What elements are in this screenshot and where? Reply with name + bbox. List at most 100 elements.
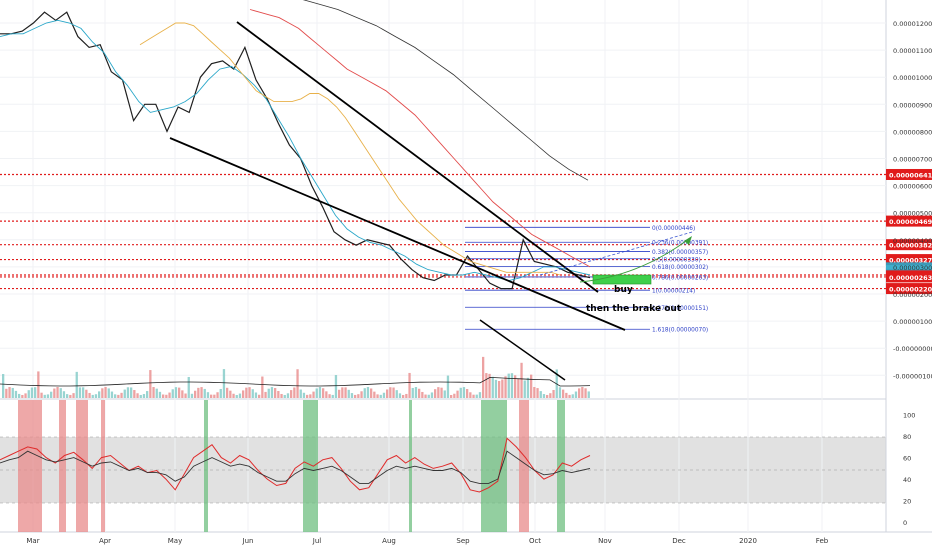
- volume-bar: [258, 394, 261, 398]
- volume-bar: [414, 387, 418, 398]
- volume-bar: [107, 388, 110, 398]
- volume-bar: [491, 376, 494, 398]
- volume-bar: [178, 387, 181, 398]
- volume-bar: [552, 389, 555, 398]
- volume-bar: [2, 374, 5, 398]
- horizontal-levels: 0.00000641 0.00000469 0.00000382 0.00000327…: [0, 168, 932, 295]
- volume-bar: [306, 394, 309, 398]
- volume-bar: [5, 388, 8, 398]
- volume-bar: [338, 389, 341, 398]
- volume-bar: [43, 394, 46, 398]
- volume-bar: [94, 394, 98, 398]
- volume-bar: [459, 387, 462, 398]
- volume-bar: [299, 389, 302, 398]
- volume-bar: [98, 391, 101, 398]
- volume-bar: [568, 394, 571, 398]
- volume-bar: [14, 390, 18, 398]
- target-arrow-curve: [579, 237, 691, 283]
- volume-bar: [389, 387, 392, 398]
- buy-annotation: buy: [614, 285, 633, 295]
- volume-bar: [334, 375, 338, 398]
- volume-bar: [46, 394, 50, 398]
- volume-bar: [402, 394, 405, 398]
- volume-bar: [386, 389, 389, 398]
- volume-bar: [280, 393, 283, 398]
- volume-bar: [453, 393, 456, 398]
- time-tick-label: Jul: [312, 537, 322, 545]
- volume-bar: [584, 388, 587, 398]
- volume-bar: [526, 377, 530, 398]
- fibonacci-retracement: 0(0.00000446) 0.236(0.00000391) 0.382(0.00…: [465, 226, 708, 334]
- volume-bar: [408, 372, 411, 398]
- level-label-box: [886, 215, 932, 227]
- volume-bar: [325, 391, 328, 398]
- series-line: [302, 0, 589, 181]
- fib-level-label: 0(0.00000446): [652, 226, 695, 232]
- lower-trendline: [169, 137, 626, 331]
- volume-bar: [286, 393, 290, 398]
- time-tick-label: Sep: [456, 537, 470, 545]
- volume-bar: [427, 394, 430, 398]
- volume-bar: [494, 379, 498, 398]
- volume-bar: [50, 391, 53, 398]
- volume-bar: [267, 388, 270, 398]
- volume-bar: [587, 391, 590, 398]
- price-tick-label: 0.00000600: [893, 183, 932, 191]
- level-label-box: [886, 283, 932, 295]
- volume-bar: [216, 392, 219, 398]
- volume-trendline: [479, 319, 566, 381]
- volume-bar: [194, 390, 197, 398]
- volume-bar: [229, 390, 232, 398]
- volume-bar: [59, 388, 62, 398]
- volume-bar: [322, 388, 325, 398]
- price-tick-label: -0.00000100: [893, 372, 932, 380]
- time-axis: Mar Apr May Jun Jul Aug Sep Oct Nov Dec 2020 Feb: [26, 537, 828, 545]
- volume-bar: [222, 369, 226, 398]
- volume-bar: [158, 391, 162, 398]
- red-highlight-bar: [519, 400, 529, 532]
- upper-trendline: [236, 21, 599, 293]
- volume-bar: [120, 392, 123, 398]
- volume-bar: [136, 393, 139, 398]
- volume-bar: [411, 387, 414, 398]
- volume-bar: [162, 394, 165, 398]
- price-tick-label: 0.00000300: [893, 264, 932, 272]
- volume-bar: [27, 390, 30, 398]
- volume-bar: [197, 387, 200, 398]
- volume-bar: [78, 387, 82, 398]
- volume-bar: [478, 392, 482, 398]
- price-pane[interactable]: [0, 0, 886, 398]
- oscillator-highlight-bars: [18, 400, 565, 532]
- oscillator-line: [0, 437, 591, 493]
- fib-level-label: 1.272(0.00000151): [652, 306, 708, 312]
- volume-bar: [139, 394, 142, 398]
- oscillator-tick-label: 0: [903, 519, 907, 527]
- volume-bar: [213, 394, 216, 398]
- volume-bar: [152, 387, 155, 398]
- volume-bar: [514, 375, 517, 398]
- volume-bar: [373, 391, 376, 398]
- volume-bar: [75, 371, 78, 398]
- volume-bar: [53, 388, 56, 398]
- volume-bar: [376, 394, 379, 398]
- series-line: [249, 9, 591, 268]
- volume-bar: [520, 362, 523, 398]
- volume-bar: [517, 378, 520, 398]
- volume-bar: [8, 387, 11, 398]
- grid-lines: [0, 0, 886, 532]
- price-tick-label: 0.00001200: [893, 20, 932, 28]
- level-label-box: [886, 239, 932, 251]
- volume-bar: [437, 387, 440, 398]
- volume-bar: [523, 380, 526, 398]
- oscillator-axis: 100 80 60 40 20 0: [903, 412, 915, 527]
- volume-bar: [88, 392, 91, 398]
- oscillator-tick-label: 80: [903, 433, 911, 441]
- volume-bar: [248, 387, 251, 398]
- volume-bar: [117, 394, 120, 398]
- volume-bar: [331, 394, 334, 398]
- volume-bar: [424, 394, 427, 398]
- volume-bar: [21, 394, 24, 398]
- time-tick-label: Aug: [382, 537, 396, 545]
- time-tick-label: 2020: [739, 537, 757, 545]
